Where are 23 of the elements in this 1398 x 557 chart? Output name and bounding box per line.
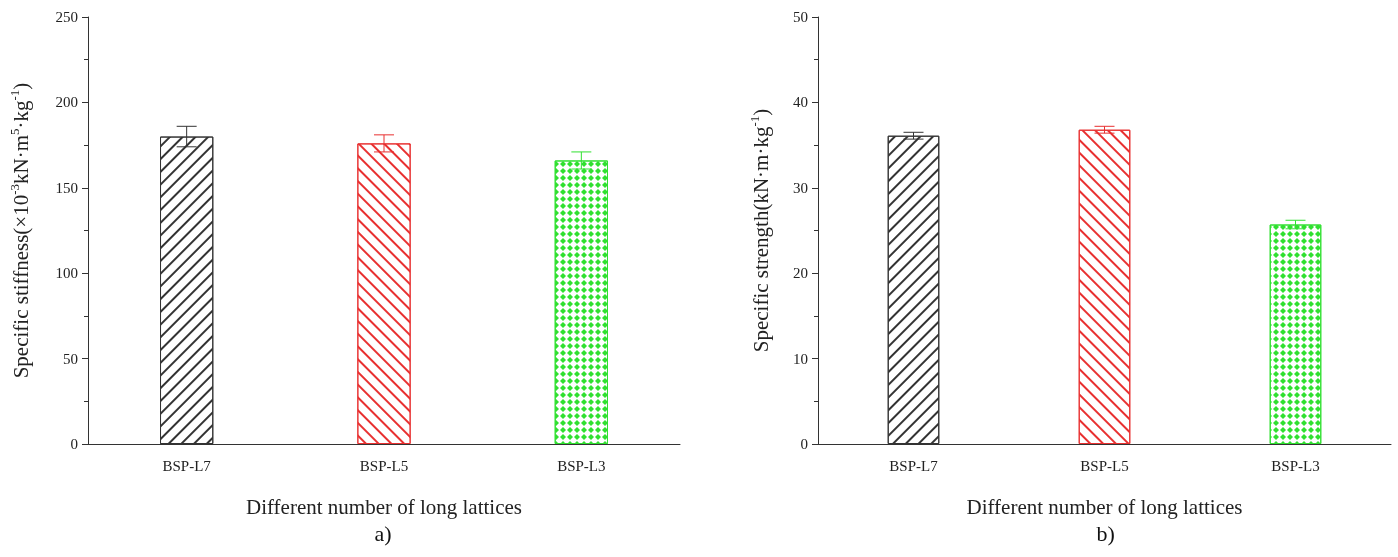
y-tick-label: 100: [55, 265, 78, 282]
y-tick-label: 30: [793, 179, 808, 196]
x-tick-label: BSP-L7: [889, 457, 939, 474]
y-tick-label: 10: [793, 350, 808, 367]
y-tick-label: 20: [793, 265, 808, 282]
y-tick-label: 200: [55, 94, 78, 111]
x-tick-label: BSP-L5: [1080, 457, 1129, 474]
y-tick-label: 0: [70, 436, 78, 452]
y-tick-label: 0: [800, 436, 808, 452]
y-tick-label: 50: [793, 9, 808, 25]
x-tick-label: BSP-L5: [359, 457, 409, 474]
text: b): [1096, 520, 1115, 546]
x-tick-label: BSP-L3: [557, 457, 606, 474]
y-tick-label: 50: [63, 350, 78, 367]
y-tick-label: 40: [793, 94, 808, 111]
x-tick-label: BSP-L7: [162, 457, 212, 474]
y-tick-label: 150: [55, 179, 78, 196]
x-axis-title: Different number of long lattices: [245, 494, 523, 519]
x-tick-label: BSP-L3: [1271, 457, 1320, 474]
y-axis-title: Specific strength(kN·m·kg-1): [747, 108, 773, 353]
x-axis-title: Different number of long lattices: [966, 494, 1243, 519]
y-tick-label: 250: [55, 9, 78, 25]
text: a): [374, 520, 392, 546]
